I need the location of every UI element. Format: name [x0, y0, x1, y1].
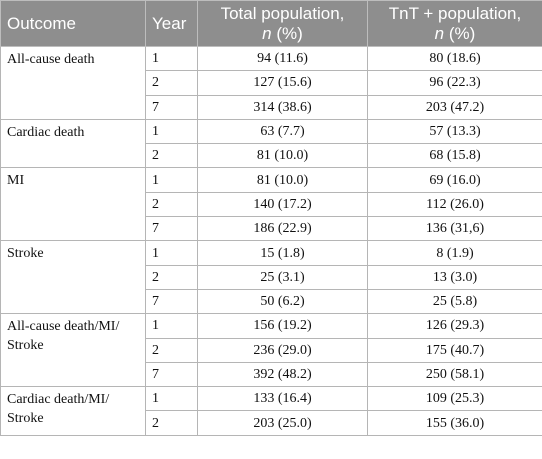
- tnt-cell: 126 (29.3): [367, 313, 542, 339]
- table-row: 2 203 (25.0) 155 (36.0): [1, 410, 542, 436]
- header-text: Total population,: [220, 3, 345, 23]
- year-cell: 7: [145, 94, 198, 120]
- table-row: Cardiac death/MI/ Stroke 1 133 (16.4) 109 (…: [0, 386, 542, 436]
- year-cell: 1: [145, 240, 198, 266]
- header-n: n: [262, 23, 272, 43]
- tnt-cell: 203 (47.2): [367, 94, 542, 120]
- header-unit: (%): [448, 23, 476, 43]
- outcome-cell: All-cause death/MI/ Stroke: [0, 313, 146, 388]
- tnt-cell: 136 (31,6): [367, 216, 542, 242]
- year-cell: 1: [145, 386, 198, 412]
- outcome-table: Outcome Year Total population, n (%) TnT …: [0, 0, 542, 436]
- year-cell: 7: [145, 288, 198, 315]
- table-row: 7 314 (38.6) 203 (47.2): [1, 94, 542, 120]
- table-body: All-cause death 1 94 (11.6) 80 (18.6) 2 127 (…: [0, 45, 542, 436]
- year-cell: 1: [145, 313, 198, 339]
- year-cell: 2: [145, 191, 198, 218]
- outcome-cell: Cardiac death: [0, 118, 146, 169]
- tnt-cell: 25 (5.8): [367, 288, 542, 315]
- tnt-cell: 109 (25.3): [367, 386, 542, 412]
- tnt-cell: 96 (22.3): [367, 70, 542, 96]
- header-cell: Year: [145, 0, 198, 47]
- outcome-cell: Cardiac death/MI/ Stroke: [0, 386, 146, 436]
- total-cell: 81 (10.0): [197, 143, 368, 169]
- outcome-cell: MI: [0, 167, 146, 242]
- tnt-cell: 250 (58.1): [367, 361, 542, 388]
- year-cell: 1: [145, 45, 198, 72]
- table-row: 2 127 (15.6) 96 (22.3): [1, 70, 542, 96]
- table-row: MI 1 81 (10.0) 69 (16.0): [0, 167, 542, 242]
- total-cell: 15 (1.8): [197, 240, 368, 266]
- year-cell: 2: [145, 143, 198, 169]
- header-n: n: [434, 23, 445, 43]
- total-cell: 94 (11.6): [197, 45, 368, 72]
- year-cell: 2: [145, 264, 198, 290]
- table-row: 7 392 (48.2) 250 (58.1): [1, 361, 542, 388]
- table-row: Cardiac death 1 63 (7.7) 57 (13.3): [0, 118, 542, 169]
- year-cell: 1: [145, 167, 198, 193]
- tnt-cell: 69 (16.0): [367, 167, 542, 193]
- tnt-cell: 68 (15.8): [367, 143, 542, 169]
- table-row: 2 25 (3.1) 13 (3.0): [1, 264, 542, 290]
- year-cell: 7: [145, 361, 198, 388]
- year-cell: 2: [145, 70, 198, 96]
- total-cell: 156 (19.2): [197, 313, 368, 339]
- table-row: Stroke 1 15 (1.8) 8 (1.9): [0, 240, 542, 315]
- total-cell: 127 (15.6): [197, 70, 368, 96]
- tnt-cell: 57 (13.3): [367, 118, 542, 145]
- tnt-cell: 8 (1.9): [367, 240, 542, 266]
- total-cell: 133 (16.4): [197, 386, 368, 412]
- table-row: 7 186 (22.9) 136 (31,6): [1, 216, 542, 242]
- header-unit: (%): [276, 23, 303, 43]
- header-cell: Outcome: [0, 0, 146, 47]
- year-cell: 7: [145, 216, 198, 242]
- tnt-cell: 175 (40.7): [367, 337, 542, 363]
- total-cell: 25 (3.1): [197, 264, 368, 290]
- outcome-cell: Stroke: [0, 240, 146, 315]
- tnt-cell: 155 (36.0): [367, 410, 542, 436]
- total-cell: 314 (38.6): [197, 94, 368, 120]
- header-row: Outcome Year Total population, n (%) TnT …: [0, 0, 542, 47]
- total-cell: 203 (25.0): [197, 410, 368, 436]
- total-cell: 186 (22.9): [197, 216, 368, 242]
- year-cell: 1: [145, 118, 198, 145]
- total-cell: 140 (17.2): [197, 191, 368, 218]
- table-row: 7 50 (6.2) 25 (5.8): [1, 288, 542, 315]
- total-cell: 81 (10.0): [197, 167, 368, 193]
- total-cell: 50 (6.2): [197, 288, 368, 315]
- table-row: 2 140 (17.2) 112 (26.0): [1, 191, 542, 218]
- tnt-cell: 112 (26.0): [367, 191, 542, 218]
- table-row: All-cause death 1 94 (11.6) 80 (18.6): [0, 45, 542, 120]
- total-cell: 236 (29.0): [197, 337, 368, 363]
- year-cell: 2: [145, 337, 198, 363]
- header-text: TnT + population,: [388, 3, 522, 23]
- tnt-cell: 13 (3.0): [367, 264, 542, 290]
- tnt-cell: 80 (18.6): [367, 45, 542, 72]
- table-row: All-cause death/MI/ Stroke 1 156 (19.2) 126…: [0, 313, 542, 388]
- table-header: Outcome Year Total population, n (%) TnT …: [0, 0, 542, 47]
- year-cell: 2: [145, 410, 198, 436]
- table-row: 2 236 (29.0) 175 (40.7): [1, 337, 542, 363]
- total-cell: 392 (48.2): [197, 361, 368, 388]
- header-cell: TnT + population, n (%): [367, 0, 542, 47]
- total-cell: 63 (7.7): [197, 118, 368, 145]
- header-cell: Total population, n (%): [197, 0, 368, 47]
- outcome-cell: All-cause death: [0, 46, 146, 120]
